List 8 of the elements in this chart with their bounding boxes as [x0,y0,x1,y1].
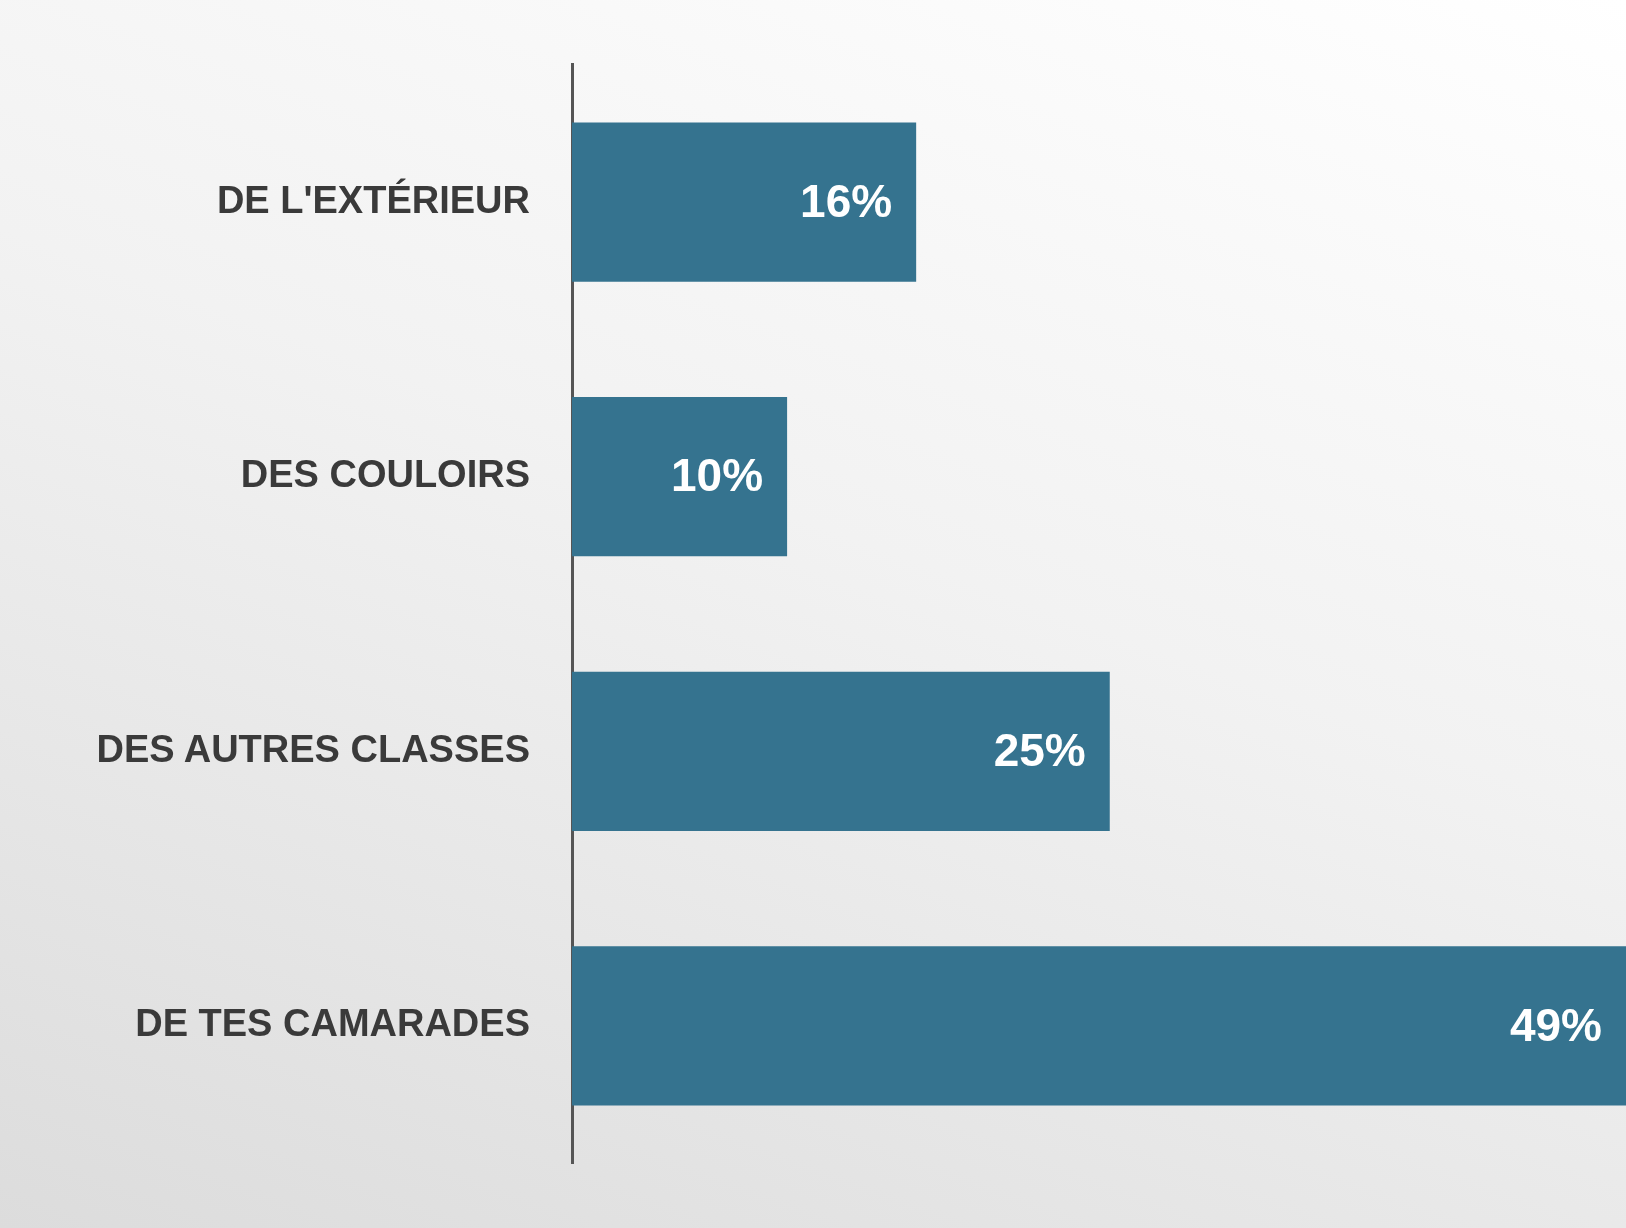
y-tick-label: DE TES CAMARADES [135,1002,530,1045]
data-label: 10% [671,449,764,502]
data-label: 25% [993,723,1086,776]
y-tick-label: DES AUTRES CLASSES [96,727,530,770]
data-label: 49% [1509,998,1602,1051]
y-tick-label: DE L'EXTÉRIEUR [216,177,530,221]
data-label: 16% [800,174,893,227]
y-tick-label: DES COULOIRS [240,453,530,496]
